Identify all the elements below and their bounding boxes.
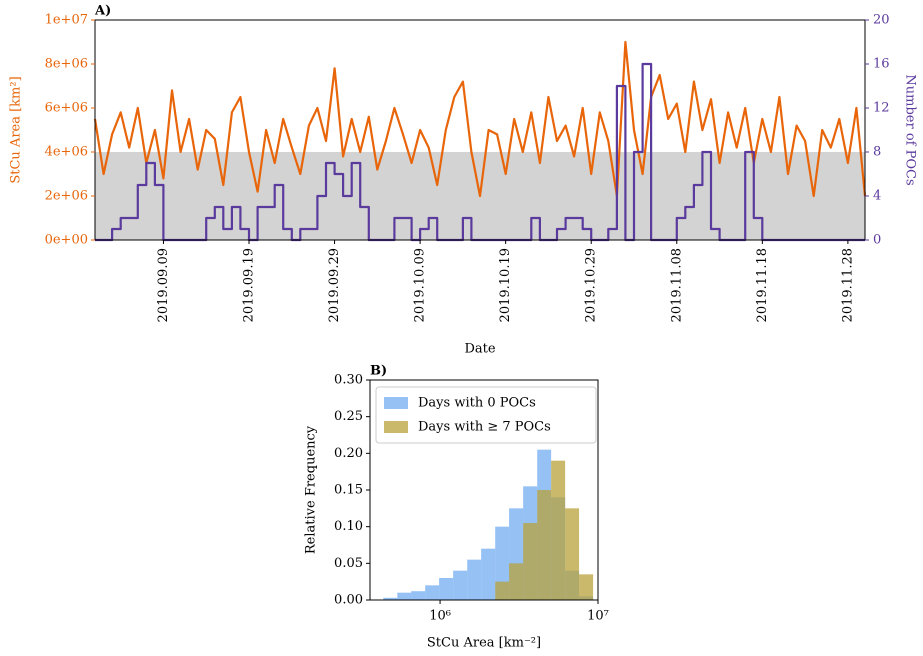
y-tick-label: 0.30	[334, 373, 363, 388]
histogram-bar	[537, 490, 552, 600]
histogram-bar	[467, 559, 482, 600]
histogram-bar	[383, 597, 398, 600]
histogram-bar	[509, 563, 524, 600]
y-tick-label: 0e+00	[45, 233, 88, 248]
legend-label: Days with ≥ 7 POCs	[418, 420, 551, 435]
histogram-bar	[439, 578, 454, 600]
x-tick-label: 2019.09.19	[242, 248, 257, 322]
plot-frame	[94, 19, 866, 241]
y2-tick-label: 8	[873, 145, 881, 160]
panel-label: B)	[370, 364, 387, 379]
histogram-bar	[425, 585, 440, 600]
x-tick-label: 2019.10.09	[413, 248, 428, 322]
histogram-bar	[579, 574, 594, 600]
y-tick-label: 4e+06	[45, 145, 88, 160]
histogram-bar	[551, 460, 566, 600]
y-tick-label: 0.05	[334, 556, 363, 571]
histogram-bar	[453, 570, 468, 600]
y-tick-label: 2e+06	[45, 189, 88, 204]
y2-tick-label: 12	[873, 101, 890, 116]
y-tick-label: 0.20	[334, 446, 363, 461]
y-tick-label: 0.10	[334, 519, 363, 534]
x-tick-label: 2019.10.29	[584, 248, 599, 322]
x-tick-label: 2019.09.09	[156, 248, 171, 322]
y-tick-label: 0.00	[334, 593, 363, 608]
x-tick-label: 2019.11.18	[755, 248, 770, 322]
x-tick-label: 10⁶	[429, 609, 451, 624]
y2-tick-label: 4	[873, 189, 881, 204]
x-axis-label: StCu Area [km⁻²]	[427, 636, 541, 651]
y-axis-label: Relative Frequency	[304, 425, 319, 554]
panel-label: A)	[94, 4, 111, 19]
y-tick-label: 6e+06	[45, 101, 88, 116]
legend-swatch	[384, 421, 408, 433]
y2-axis-label: Number of POCs	[903, 74, 918, 185]
histogram-bar	[495, 581, 510, 600]
y2-tick-label: 20	[873, 13, 890, 28]
histogram-bar	[411, 591, 426, 600]
y-axis-label: StCu Area [km²]	[9, 76, 24, 183]
legend-label: Days with 0 POCs	[418, 396, 536, 411]
y-tick-label: 8e+06	[45, 57, 88, 72]
histogram-bar	[565, 508, 580, 600]
x-tick-label: 2019.09.29	[327, 248, 342, 322]
x-axis-label: Date	[464, 342, 495, 357]
y-tick-label: 0.25	[334, 409, 363, 424]
y2-tick-label: 16	[873, 57, 890, 72]
legend-box	[375, 386, 597, 444]
y-tick-label: 0.15	[334, 483, 363, 498]
x-tick-label: 2019.11.28	[840, 248, 855, 322]
x-tick-label: 2019.11.08	[669, 248, 684, 322]
histogram-bar	[481, 548, 496, 600]
x-tick-label: 10⁷	[587, 609, 609, 624]
legend-swatch	[384, 397, 408, 409]
y2-tick-label: 0	[873, 233, 881, 248]
y-tick-label: 1e+07	[45, 13, 88, 28]
histogram-bar	[397, 592, 412, 600]
x-tick-label: 2019.10.19	[498, 248, 513, 322]
series-line	[93, 40, 867, 198]
histogram-bar	[523, 523, 538, 600]
